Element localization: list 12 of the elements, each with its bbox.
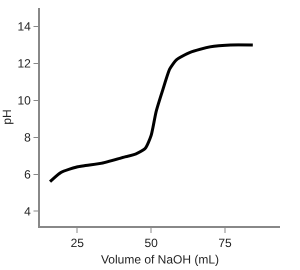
x-tick-label: 50: [144, 236, 158, 250]
y-tick-label: 4: [24, 204, 32, 218]
y-tick-label: 6: [24, 167, 32, 182]
y-tick-label: 14: [17, 20, 32, 34]
y-tick-label: 8: [24, 130, 32, 145]
y-tick-label: 10: [17, 94, 32, 108]
y-axis-title: pH: [0, 109, 14, 125]
x-tick-label: 75: [218, 236, 232, 250]
line-series: [48, 43, 254, 184]
y-tick-label: 12: [17, 56, 32, 71]
x-axis-title: Volume of NaOH (mL): [100, 252, 220, 267]
x-tick-label: 25: [70, 236, 84, 250]
